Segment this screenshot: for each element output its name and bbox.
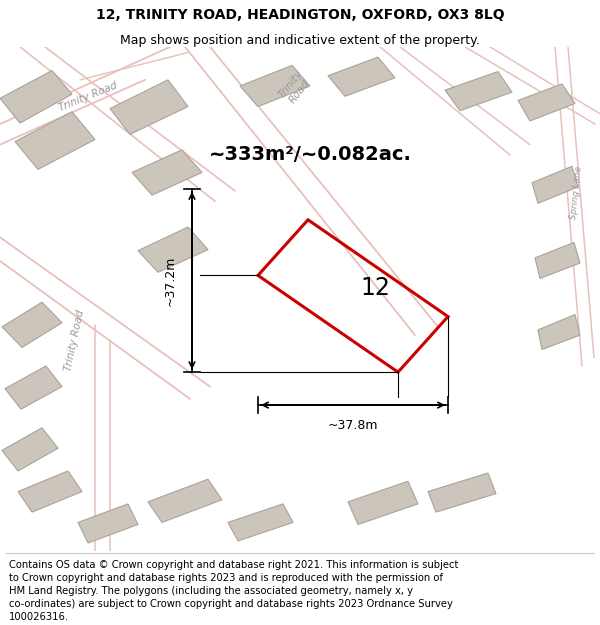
Polygon shape — [535, 242, 580, 279]
Text: 100026316.: 100026316. — [9, 612, 69, 622]
Polygon shape — [132, 150, 202, 195]
Text: ~37.2m: ~37.2m — [163, 256, 176, 306]
Polygon shape — [5, 366, 62, 409]
Polygon shape — [328, 57, 395, 96]
Polygon shape — [228, 504, 293, 541]
Text: Trinity Road: Trinity Road — [64, 309, 86, 372]
Polygon shape — [2, 428, 58, 471]
Polygon shape — [110, 80, 188, 134]
Polygon shape — [0, 71, 72, 123]
Text: HM Land Registry. The polygons (including the associated geometry, namely x, y: HM Land Registry. The polygons (includin… — [9, 586, 413, 596]
Polygon shape — [240, 66, 310, 107]
Polygon shape — [348, 481, 418, 524]
Text: Trinity
Road: Trinity Road — [277, 69, 314, 108]
Polygon shape — [138, 227, 208, 272]
Polygon shape — [428, 473, 496, 512]
Text: ~37.8m: ~37.8m — [328, 419, 378, 432]
Text: Contains OS data © Crown copyright and database right 2021. This information is : Contains OS data © Crown copyright and d… — [9, 560, 458, 570]
Text: Spring Lane: Spring Lane — [569, 166, 583, 220]
Text: 12, TRINITY ROAD, HEADINGTON, OXFORD, OX3 8LQ: 12, TRINITY ROAD, HEADINGTON, OXFORD, OX… — [95, 8, 505, 22]
Polygon shape — [538, 314, 580, 349]
Polygon shape — [518, 84, 575, 121]
Text: co-ordinates) are subject to Crown copyright and database rights 2023 Ordnance S: co-ordinates) are subject to Crown copyr… — [9, 599, 453, 609]
Polygon shape — [148, 479, 222, 522]
Text: to Crown copyright and database rights 2023 and is reproduced with the permissio: to Crown copyright and database rights 2… — [9, 573, 443, 583]
Text: 12: 12 — [360, 276, 390, 300]
Text: ~333m²/~0.082ac.: ~333m²/~0.082ac. — [209, 146, 412, 164]
Polygon shape — [15, 112, 95, 169]
Polygon shape — [78, 504, 138, 543]
Polygon shape — [532, 166, 578, 203]
Text: Map shows position and indicative extent of the property.: Map shows position and indicative extent… — [120, 34, 480, 47]
Text: Trinity Road: Trinity Road — [57, 80, 119, 112]
Polygon shape — [445, 72, 512, 111]
Polygon shape — [18, 471, 82, 512]
Polygon shape — [2, 302, 62, 348]
